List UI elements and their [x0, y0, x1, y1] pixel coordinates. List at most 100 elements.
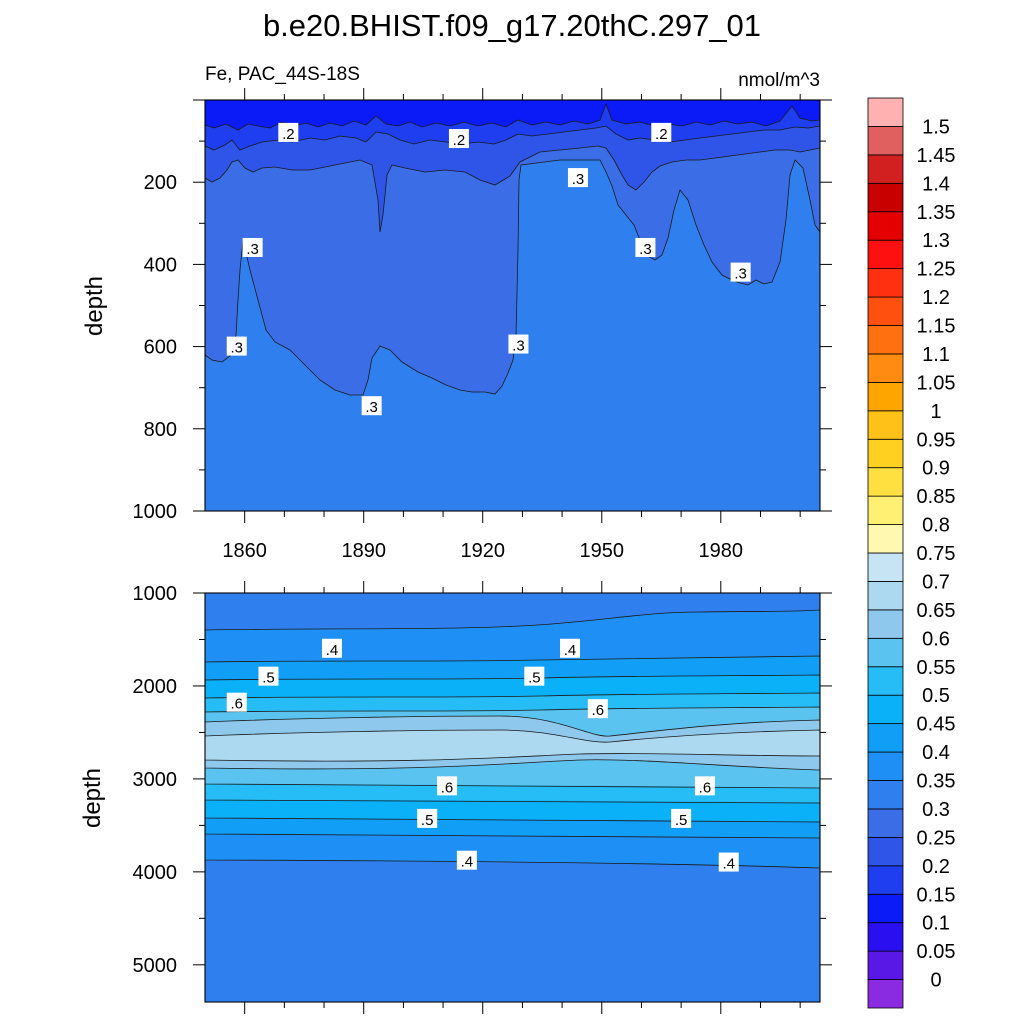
contour-label-text: .6	[699, 779, 712, 796]
contour-label: .3	[226, 336, 247, 357]
colorbar-swatch	[867, 211, 904, 241]
colorbar-swatch	[867, 410, 904, 440]
colorbar-label: 0.35	[917, 771, 956, 793]
contour-label-box	[560, 638, 581, 658]
contour-label-box	[258, 666, 279, 686]
contour-label-box	[226, 692, 247, 712]
colorbar-swatch	[867, 296, 904, 326]
colorbar-label: 0.55	[917, 657, 956, 679]
colorbar-swatch	[867, 182, 904, 213]
colorbar-label: 0.05	[917, 941, 956, 963]
colorbar-label: 1.35	[917, 202, 956, 224]
contour-label-box	[694, 776, 715, 796]
colorbar-swatch	[867, 893, 904, 924]
contour-label-box	[437, 776, 458, 796]
upper-y-axis: 200 400 600 800 1000	[133, 99, 832, 523]
colorbar-swatch	[867, 524, 904, 554]
contour-label-box	[671, 808, 692, 828]
contour-label: .4	[321, 638, 342, 659]
contour-label-text: .4	[722, 856, 735, 873]
lower-panel: 1000 2000 3000 4000 5000 .4 .4 .5 .5 .6 .6 .6 .6 .5.…	[79, 581, 832, 1014]
colorbar-label: 0.45	[917, 714, 956, 736]
y-tick-label: 1000	[133, 583, 178, 605]
colorbar-swatch	[867, 438, 904, 469]
contour-label: .3	[730, 262, 751, 283]
colorbar-swatch	[867, 126, 904, 156]
lower-contour-labels: .4 .4 .5 .5 .6 .6 .6 .6 .5 .5 .4 .4	[226, 638, 739, 873]
colorbar-label: 1.45	[917, 145, 956, 167]
colorbar-label: 1.05	[917, 372, 956, 394]
colorbar-label: 1.5	[922, 116, 950, 138]
contour-label-box	[278, 122, 299, 142]
colorbar-label: 0.1	[922, 913, 950, 935]
upper-contour-fill	[205, 100, 820, 511]
y-tick-label: 800	[144, 419, 177, 441]
contour-label: .6	[437, 776, 458, 796]
contour-label-text: .2	[655, 126, 668, 143]
colorbar-label: 0.8	[922, 515, 950, 537]
colorbar-swatch	[867, 239, 904, 270]
contour-label: .5	[524, 666, 545, 687]
colorbar-swatch	[867, 780, 904, 810]
colorbar-label: 0.9	[922, 458, 950, 480]
contour-label-text: .3	[512, 338, 525, 355]
variable-label: Fe, PAC_44S-18S	[205, 64, 360, 85]
contour-label-box	[417, 808, 438, 828]
contour-label: .2	[278, 122, 299, 143]
colorbar-swatch	[867, 865, 904, 895]
colorbar-label: 0.95	[917, 429, 956, 451]
contour-label-text: .3	[230, 340, 243, 357]
contour-label-text: .5	[421, 812, 434, 829]
colorbar-swatch	[867, 381, 904, 412]
contour-label: .4	[560, 638, 581, 659]
contour-label-box	[456, 850, 477, 870]
colorbar-label: 0.2	[922, 856, 950, 878]
lower-y-axis: 1000 2000 3000 4000 5000	[133, 583, 832, 977]
colorbar-label: 1.4	[922, 173, 950, 195]
upper-y-axis-label: depth	[81, 276, 108, 336]
colorbar-swatch	[867, 950, 904, 980]
y-tick-label: 2000	[133, 676, 178, 698]
contour-label-text: .3	[639, 241, 652, 258]
colorbar-swatch	[867, 552, 904, 582]
colorbar-label: 1.15	[917, 316, 956, 338]
contour-label-text: .3	[246, 241, 259, 258]
contour-label-text: .6	[230, 696, 243, 713]
contour-label-box	[718, 852, 739, 872]
contour-label-box	[567, 168, 588, 188]
y-tick-label: 400	[144, 254, 177, 276]
contour-label-box	[730, 262, 751, 282]
contour-label-box	[321, 638, 342, 658]
colorbar-label: 0.4	[922, 742, 950, 764]
contour-label: .3	[242, 237, 263, 258]
colorbar-label: 1.25	[917, 259, 956, 281]
units-label: nmol/m^3	[738, 70, 820, 91]
colorbar-label: 0.75	[917, 543, 956, 565]
contour-label-text: .5	[262, 670, 275, 687]
colorbar-label: 0.7	[922, 571, 950, 593]
colorbar-swatch	[867, 666, 904, 696]
x-tick-label: 1920	[460, 540, 505, 562]
contour-label-box	[226, 336, 247, 356]
contour-label-box	[587, 699, 608, 719]
colorbar-swatch	[867, 325, 904, 355]
contour-label-box	[651, 122, 672, 142]
upper-contour-labels: .2 .2 .2 .3 .3 .3 .3 .3 .3 .3	[226, 122, 751, 416]
contour-label: .4	[456, 850, 477, 871]
fill-0.3-band	[205, 100, 820, 396]
contour-label-box	[508, 334, 529, 354]
colorbar-swatch	[867, 751, 904, 781]
contour-label-text: .3	[365, 399, 378, 416]
x-tick-label: 1980	[699, 540, 744, 562]
contour-label-text: .3	[734, 266, 747, 283]
contour-label-box	[448, 129, 469, 149]
contour-label: .2	[448, 129, 469, 149]
colorbar-swatch	[867, 836, 904, 867]
y-tick-label: 3000	[133, 769, 178, 791]
y-tick-label: 1000	[133, 501, 178, 523]
colorbar-swatch	[867, 353, 904, 383]
x-tick-label: 1950	[580, 540, 625, 562]
y-tick-label: 200	[144, 172, 177, 194]
contour-label: .2	[651, 122, 672, 143]
